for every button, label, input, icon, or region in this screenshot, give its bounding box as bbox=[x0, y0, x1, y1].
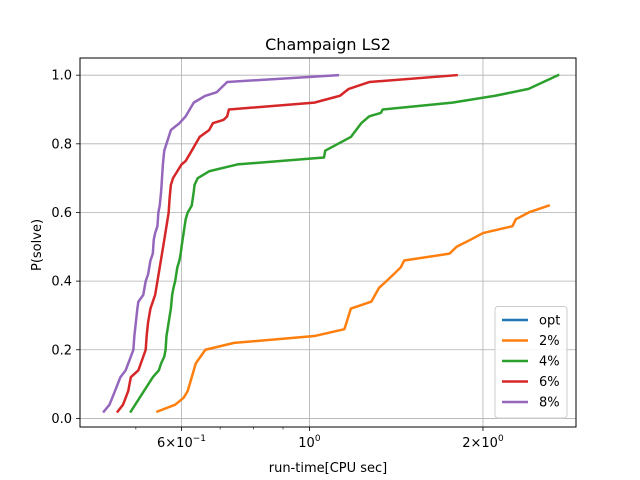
y-tick-label: 1.0 bbox=[51, 69, 72, 84]
legend-label: 8% bbox=[539, 396, 560, 411]
x-axis-label: run-time[CPU sec] bbox=[269, 461, 388, 476]
legend-label: 6% bbox=[539, 375, 560, 390]
legend-label: opt bbox=[539, 314, 560, 329]
legend: opt 2% 4% 6% 8% bbox=[494, 306, 568, 419]
series-line-6pct bbox=[115, 73, 458, 414]
y-tick-label: 0.8 bbox=[51, 137, 72, 152]
chart-title: Champaign LS2 bbox=[265, 35, 391, 54]
plot-lines bbox=[102, 73, 560, 414]
plot-frame bbox=[79, 57, 577, 428]
series-line-2pct bbox=[155, 204, 551, 414]
axis-ticks: 0.0 0.2 0.4 0.6 0.8 1.0 6×10−1 100 2×100 bbox=[51, 69, 504, 451]
y-tick-label: 0.6 bbox=[51, 206, 72, 221]
legend-box bbox=[494, 306, 568, 419]
series-line-8pct bbox=[102, 73, 340, 414]
legend-label: 4% bbox=[539, 355, 560, 370]
series-line-4pct bbox=[129, 73, 560, 414]
x-tick-label: 2×100 bbox=[462, 434, 504, 451]
x-tick-label: 6×10−1 bbox=[157, 434, 206, 451]
x-tick-label: 100 bbox=[298, 434, 321, 451]
y-tick-label: 0.4 bbox=[51, 275, 72, 290]
y-tick-label: 0.2 bbox=[51, 343, 72, 358]
y-tick-label: 0.0 bbox=[51, 412, 72, 427]
legend-label: 2% bbox=[539, 334, 560, 349]
y-axis-label: P(solve) bbox=[30, 219, 45, 271]
